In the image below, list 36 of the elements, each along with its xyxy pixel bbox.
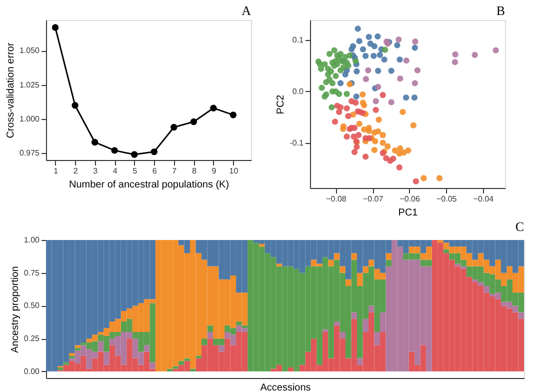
text: C xyxy=(515,219,524,234)
y-tick-label: 1.025 xyxy=(19,80,40,90)
x-tick-label: −0.06 xyxy=(400,194,421,204)
text: B xyxy=(496,3,506,18)
y-tick-label: -0.1 xyxy=(290,138,304,148)
x-tick-label: 4 xyxy=(112,166,118,176)
y-tick-label: 0.00 xyxy=(24,366,40,376)
y-tick-label: 0.975 xyxy=(19,148,40,158)
x-tick-label: 8 xyxy=(192,166,197,176)
y-tick-label: 0.50 xyxy=(24,301,40,310)
x-tick-label: −0.04 xyxy=(473,194,494,204)
x-tick-label: 7 xyxy=(172,166,178,176)
x-tick-label: −0.08 xyxy=(326,194,347,204)
x-tick-label: 9 xyxy=(212,166,217,176)
x-axis-title: PC1 xyxy=(398,208,418,218)
text: A xyxy=(242,3,252,18)
y-tick-label: 1.00 xyxy=(24,236,40,244)
y-tick-label: 0.25 xyxy=(24,334,40,344)
y-axis-title: PC2 xyxy=(276,94,287,114)
x-tick-label: 5 xyxy=(132,166,138,176)
x-axis-title: Accessions xyxy=(260,382,311,392)
y-tick-label: 0.75 xyxy=(24,268,40,278)
x-tick-label: 2 xyxy=(73,166,78,176)
x-tick-label: −0.05 xyxy=(436,194,458,204)
y-axis-title: Ancestry proportion xyxy=(10,266,21,353)
y-tick-label: 0.1 xyxy=(292,36,304,45)
x-tick-label: 3 xyxy=(93,166,98,176)
y-tick-label: 0.0 xyxy=(292,86,304,96)
y-tick-label: 1.050 xyxy=(19,46,40,56)
y-axis-title: Cross-validation error xyxy=(5,42,16,138)
x-axis-title: Number of ancestral populations (K) xyxy=(68,180,230,190)
x-tick-label: −0.07 xyxy=(362,194,384,204)
x-tick-label: 1 xyxy=(54,166,59,176)
x-tick-label: 6 xyxy=(152,166,158,176)
y-tick-label: 1.000 xyxy=(19,114,40,124)
x-tick-label: 10 xyxy=(229,166,239,176)
